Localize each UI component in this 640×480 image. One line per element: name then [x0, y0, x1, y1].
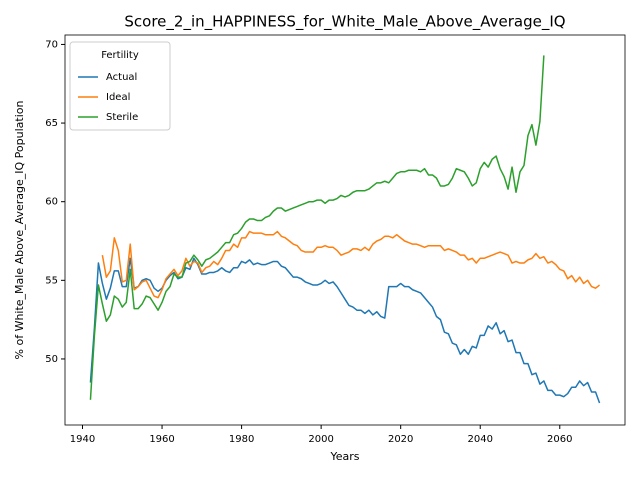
legend-label: Ideal [106, 92, 130, 103]
x-axis-label: Years [329, 450, 359, 463]
chart-title: Score_2_in_HAPPINESS_for_White_Male_Abov… [124, 13, 565, 32]
line-series [89, 55, 545, 400]
x-tick-label: 2040 [468, 434, 493, 445]
legend-label: Actual [106, 72, 137, 83]
line-series [101, 230, 601, 299]
y-tick-label: 50 [45, 354, 58, 365]
line-series [89, 257, 601, 404]
x-tick-label: 2020 [388, 434, 413, 445]
y-tick-label: 55 [45, 275, 58, 286]
x-tick-label: 1980 [229, 434, 254, 445]
legend-label: Sterile [106, 112, 138, 123]
axes-frame [64, 34, 626, 426]
x-tick-label: 1940 [70, 434, 95, 445]
y-axis-label: % of White_Male Above_Average_IQ Populat… [13, 100, 26, 359]
x-tick-label: 1960 [149, 434, 174, 445]
x-tick-label: 2060 [547, 434, 572, 445]
x-tick-label: 2000 [308, 434, 333, 445]
y-tick-label: 60 [45, 197, 58, 208]
legend-box [69, 41, 171, 131]
y-tick-label: 65 [45, 118, 58, 129]
y-tick-label: 70 [45, 39, 58, 50]
legend-title: Fertility [101, 50, 139, 61]
